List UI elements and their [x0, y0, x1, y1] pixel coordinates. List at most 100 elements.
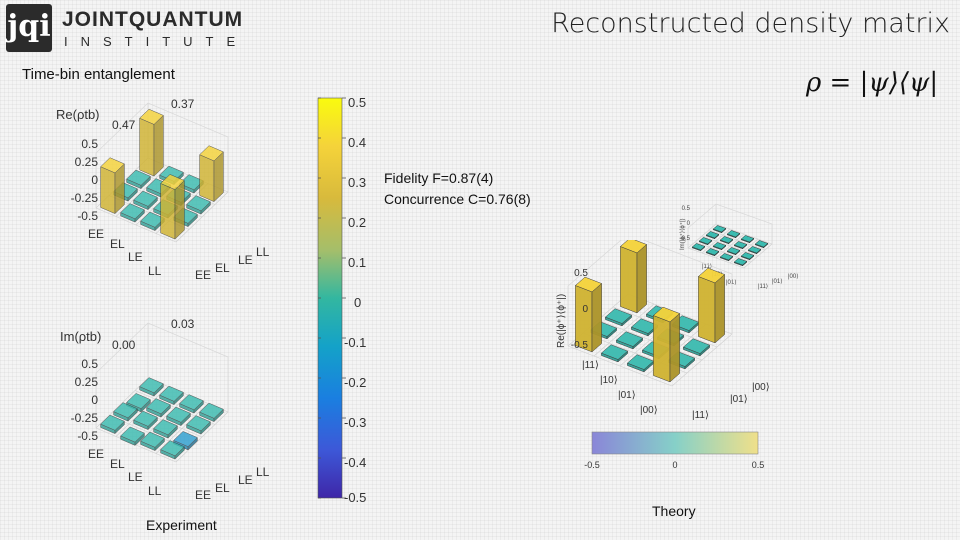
imag-col-label-0: EE — [195, 488, 211, 502]
theory-imag-axes — [687, 203, 773, 269]
imag-bar-1-2 — [166, 406, 191, 427]
theory-real-row-label-1: |10⟩ — [600, 375, 618, 386]
colorbar-tick-10: -0.5 — [344, 490, 366, 505]
colorbar-ticks — [318, 97, 346, 499]
real-bar-3-3 — [160, 174, 185, 240]
theory-real-zlabel: Re(|ϕ⁺⟩⟨ϕ⁺|) — [556, 294, 567, 348]
theory-real-bar-0-3 — [697, 267, 726, 344]
imag-row-label-1: EL — [110, 457, 125, 471]
colorbar-tick-3: 0.2 — [348, 215, 366, 230]
theory-imag-col-label-1: |01⟩ — [772, 278, 783, 285]
imag-bar-3-1 — [120, 426, 145, 446]
theory-colorbar: -0.5 0 0.5 — [584, 431, 765, 470]
theory-real-bar-1-3 — [682, 338, 711, 357]
theory-imag-bar-3-2 — [719, 253, 734, 262]
colorbar-tick-5: 0 — [354, 295, 361, 310]
jqi-logo: jqi JOINTQUANTUM INSTITUTE — [6, 4, 266, 54]
real-bar-2-1 — [133, 190, 158, 211]
theory-real-bar-3-2 — [626, 354, 655, 373]
theory-colorbar-gradient — [591, 431, 759, 455]
imag-bar-3-0 — [100, 414, 125, 435]
imag-top-value: 0.03 — [171, 317, 195, 331]
real-bar-3-1 — [120, 203, 145, 223]
theory-real-z-tick-2: -0.5 — [571, 340, 589, 351]
colorbar-tick-2: 0.3 — [348, 175, 366, 190]
theory-real-bar-1-1 — [630, 318, 659, 337]
theory-real-bar-0-0 — [619, 240, 648, 314]
real-z-tick-4: -0.5 — [77, 209, 98, 223]
theory-imag-col-label-0: |11⟩ — [758, 283, 768, 290]
theory-imag-bar-0-1 — [726, 230, 741, 239]
logo-mark: jqi — [6, 4, 52, 52]
theory-imag-bar-3-1 — [705, 248, 720, 257]
theory-imag-bar-1-3 — [747, 246, 762, 255]
imag-row-label-0: EE — [88, 447, 104, 461]
theory-imag-bar-1-1 — [719, 236, 734, 245]
real-bar-0-0 — [139, 108, 164, 177]
real-max-value: 0.47 — [112, 118, 136, 132]
real-bar-1-3 — [186, 195, 211, 215]
imag-bar-3-2 — [140, 431, 165, 452]
theory-real-row-label-0: |11⟩ — [582, 360, 599, 371]
theory-imag-bar-3-0 — [691, 243, 706, 252]
theory-imag-bar-1-0 — [705, 231, 720, 240]
experiment-real-plot: Re(ρtb) 0.47 0.37 0.5 0.25 0 -0.25 -0.5 … — [56, 97, 270, 282]
imag-bar-0-3 — [199, 402, 224, 423]
theory-real-col-label-1: |01⟩ — [730, 394, 748, 405]
imag-bar-2-1 — [133, 410, 158, 431]
real-row-label-1: EL — [110, 237, 125, 251]
experiment-caption: Experiment — [146, 517, 217, 533]
theory-real-bar-2-1 — [615, 331, 644, 350]
real-top-value: 0.37 — [171, 97, 195, 111]
logo-subtitle: INSTITUTE — [64, 34, 249, 49]
real-row-label-2: LE — [128, 250, 143, 264]
theory-imag-row-label-2: |01⟩ — [726, 279, 737, 286]
imag-bar-0-0 — [139, 377, 164, 397]
theory-real-bar-3-1 — [600, 344, 629, 363]
theory-imag-bar-1-2 — [733, 241, 748, 250]
theory-real-col-label-2: |00⟩ — [752, 382, 770, 393]
real-plot-bars — [100, 108, 224, 240]
real-z-tick-3: -0.25 — [71, 191, 99, 205]
colorbar-tick-6: -0.1 — [344, 335, 366, 350]
theory-real-col-label-0: |11⟩ — [692, 410, 709, 421]
theory-imag-z-tick-2: -0.5 — [680, 236, 691, 242]
theory-colorbar-tick-0: -0.5 — [584, 460, 600, 470]
theory-imag-bar-2-3 — [740, 252, 755, 261]
colorbar-tick-1: 0.4 — [348, 135, 366, 150]
theory-imag-bar-2-1 — [712, 242, 727, 251]
imag-z-tick-2: 0 — [91, 393, 98, 407]
imag-plot-bars — [100, 377, 224, 460]
real-z-tick-2: 0 — [91, 173, 98, 187]
imag-bar-2-0 — [113, 402, 138, 422]
theory-real-bars — [574, 240, 726, 383]
imag-z-tick-0: 0.5 — [81, 357, 98, 371]
imag-bar-1-1 — [146, 398, 171, 418]
real-z-tick-1: 0.25 — [75, 155, 99, 169]
imag-col-label-1: EL — [215, 481, 230, 495]
theory-real-bar-3-0 — [574, 276, 603, 353]
logo-name: JOINTQUANTUM — [62, 8, 244, 31]
real-zlabel: Re(ρtb) — [56, 107, 100, 122]
theory-real-row-label-3: |00⟩ — [640, 405, 658, 416]
theory-caption: Theory — [652, 503, 696, 519]
theory-imag-bar-2-2 — [726, 247, 741, 256]
colorbar-tick-8: -0.3 — [344, 415, 366, 430]
colorbar-gradient — [317, 97, 343, 499]
colorbar-tick-9: -0.4 — [344, 455, 366, 470]
imag-col-label-3: LL — [256, 465, 270, 479]
imag-z-tick-4: -0.5 — [77, 429, 98, 443]
imag-bar-0-2 — [179, 394, 204, 414]
imag-row-label-3: LL — [148, 484, 162, 498]
theory-imag-zlabel: Im(|ϕ⁺⟩⟨ϕ⁺|) — [679, 218, 686, 250]
theory-imag-z-tick-1: 0 — [687, 221, 691, 227]
theory-real-row-label-2: |01⟩ — [618, 390, 636, 401]
theory-imag-bar-0-2 — [740, 235, 755, 244]
theory-colorbar-tick-2: 0.5 — [752, 460, 765, 470]
real-col-label-1: EL — [215, 261, 230, 275]
theory-imag-bar-2-0 — [698, 237, 713, 246]
real-bar-1-0 — [126, 169, 151, 190]
imag-bar-0-1 — [159, 385, 184, 406]
theory-imag-bar-0-3 — [754, 240, 769, 249]
theory-imag-plot: Im(|ϕ⁺⟩⟨ϕ⁺|) 0.5 0 -0.5 |11⟩ |10⟩ |01⟩ |… — [679, 203, 799, 290]
